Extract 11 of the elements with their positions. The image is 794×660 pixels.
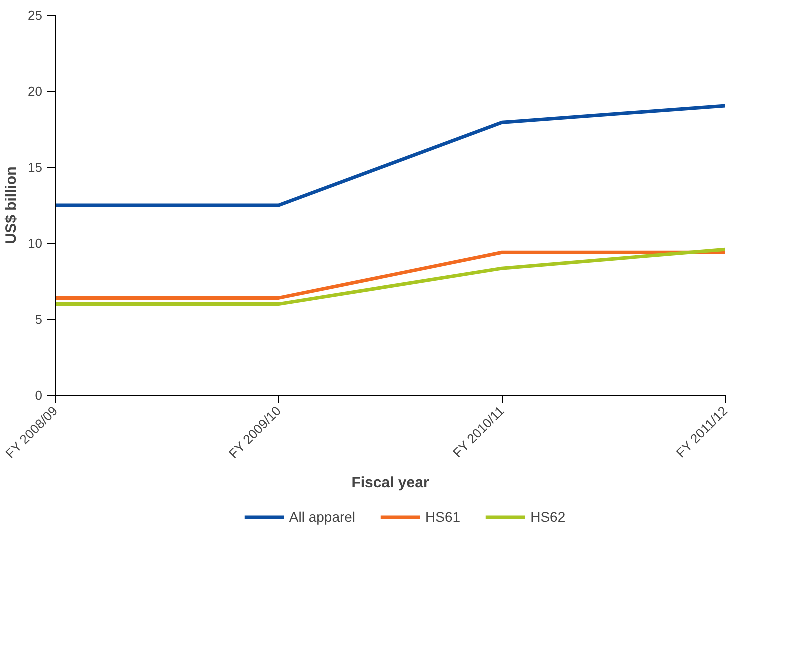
legend-label: All apparel — [289, 508, 356, 524]
y-tick-label: 5 — [35, 312, 43, 327]
y-axis-title: US$ billion — [3, 166, 20, 244]
y-tick-label: 15 — [28, 160, 43, 175]
x-axis-title: Fiscal year — [352, 474, 430, 492]
y-tick-label: 25 — [28, 8, 43, 23]
y-tick-label: 0 — [35, 388, 43, 403]
y-tick-label: 10 — [28, 236, 43, 251]
legend-label: HS61 — [426, 508, 461, 524]
y-tick-label: 20 — [28, 84, 43, 99]
legend-label: HS62 — [530, 508, 566, 524]
